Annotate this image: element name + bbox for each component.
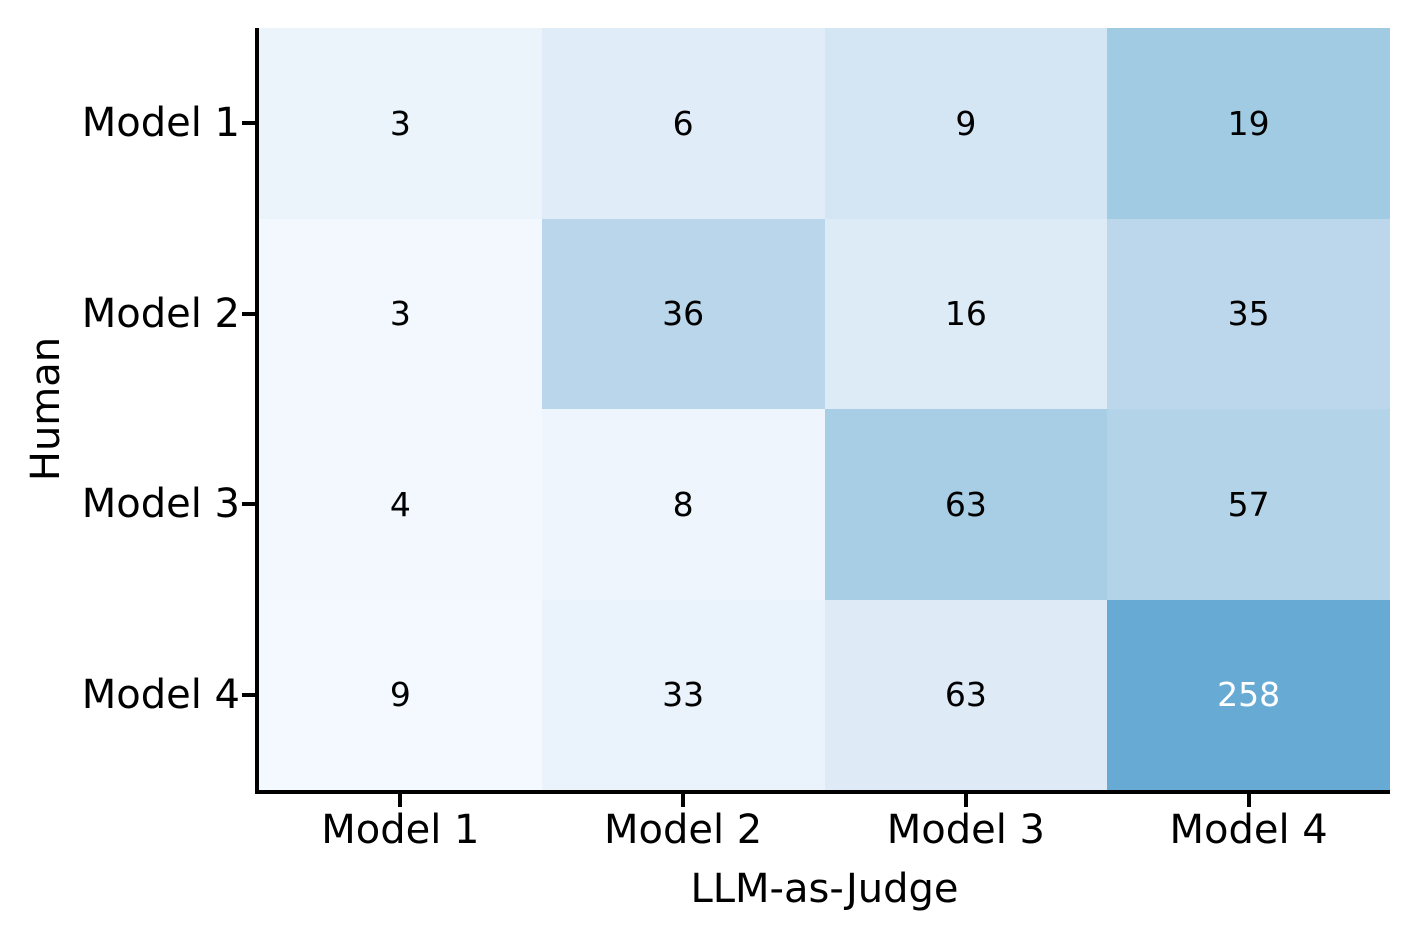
heatmap-cell: 4 — [259, 409, 542, 600]
x-tick-mark — [681, 794, 686, 807]
y-tick-label: Model 4 — [81, 671, 240, 718]
y-tick-label: Model 3 — [81, 481, 240, 528]
y-tick-mark — [242, 502, 255, 507]
heatmap-cell: 63 — [824, 409, 1108, 600]
y-tick-mark — [242, 692, 255, 697]
heatmap-cell: 8 — [541, 409, 825, 600]
heatmap-cell: 19 — [1107, 28, 1390, 219]
x-tick-mark — [398, 794, 403, 807]
heatmap-cell: 35 — [1107, 218, 1390, 409]
x-axis-title: LLM-as-Judge — [690, 866, 959, 912]
heatmap-cell: 16 — [824, 218, 1108, 409]
y-tick-mark — [242, 311, 255, 316]
x-tick-label: Model 1 — [321, 807, 480, 853]
x-tick-mark — [1246, 794, 1251, 807]
y-tick-label: Model 2 — [81, 290, 240, 337]
y-axis-spine — [255, 28, 259, 794]
heatmap-cell: 9 — [824, 28, 1108, 219]
heatmap-cell: 63 — [824, 599, 1108, 790]
x-tick-label: Model 2 — [603, 807, 763, 853]
heatmap-cell: 3 — [259, 218, 542, 409]
heatmap-cell: 36 — [541, 218, 825, 409]
x-tick-mark — [963, 794, 968, 807]
y-axis-title: Human — [23, 336, 69, 482]
heatmap-cell: 3 — [259, 28, 542, 219]
y-tick-mark — [242, 121, 255, 126]
x-axis-spine — [255, 790, 1390, 794]
heatmap-cell: 33 — [541, 599, 825, 790]
y-tick-label: Model 1 — [81, 100, 240, 147]
heatmap-cell: 57 — [1107, 409, 1390, 600]
heatmap-cell: 9 — [259, 599, 542, 790]
x-tick-label: Model 4 — [1169, 807, 1328, 853]
heatmap-grid: 3 6 9 19 3 36 16 35 4 8 63 57 9 33 63 258 — [259, 28, 1390, 790]
heatmap-cell: 258 — [1107, 599, 1390, 790]
x-tick-label: Model 3 — [886, 807, 1046, 853]
heatmap-cell: 6 — [541, 28, 825, 219]
